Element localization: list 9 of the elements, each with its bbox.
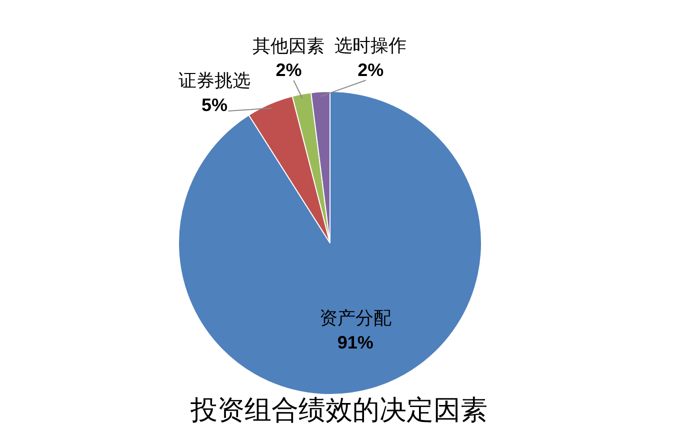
slice-label: 证券挑选 (178, 70, 250, 92)
text: 投资组合绩效的决定因素 (190, 394, 488, 427)
data-label: 5% (201, 94, 228, 115)
slice-label: 资产分配 (319, 308, 392, 329)
data-label: 2% (276, 60, 302, 80)
data-label: 2% (358, 60, 384, 80)
data-label: 91% (337, 332, 374, 352)
slice-label: 其他因素 (252, 36, 325, 57)
slice-label: 选时操作 (334, 36, 407, 57)
